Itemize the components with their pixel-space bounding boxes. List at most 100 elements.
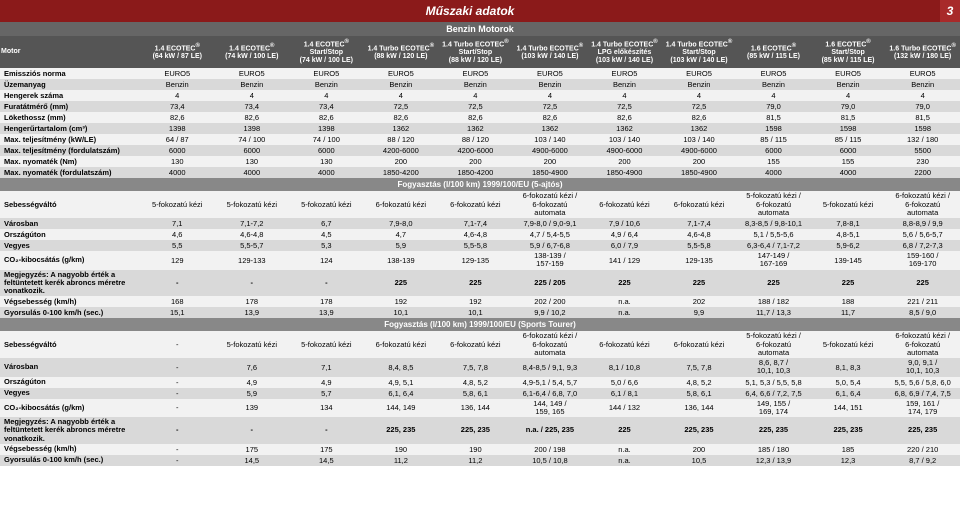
cell: 6,3-6,4 / 7,1-7,2 bbox=[736, 240, 811, 251]
column-header-row: Motor1.4 ECOTEC®(64 kW / 87 LE)1.4 ECOTE… bbox=[0, 36, 960, 68]
cell: - bbox=[140, 270, 215, 297]
cell: 221 / 211 bbox=[885, 296, 960, 307]
cell: 5-fokozatú kézi bbox=[215, 191, 290, 218]
cell: 138-139 /157-159 bbox=[513, 251, 588, 270]
cell: 8,5 / 9,0 bbox=[885, 307, 960, 318]
table-row: Vegyes-5,95,76,1, 6,45,8, 6,16,1-6,4 / 6… bbox=[0, 388, 960, 399]
cell: 6-fokozatú kézi bbox=[587, 331, 662, 358]
table-row: Megjegyzés: A nagyobb érték a feltüntete… bbox=[0, 270, 960, 297]
cell: 190 bbox=[364, 444, 439, 455]
cell: 225 bbox=[736, 270, 811, 297]
cell: 1362 bbox=[587, 123, 662, 134]
cell: 175 bbox=[289, 444, 364, 455]
cell: 4 bbox=[364, 90, 439, 101]
cell: 185 bbox=[811, 444, 886, 455]
cell: 192 bbox=[438, 296, 513, 307]
row-head: Országúton bbox=[0, 377, 140, 388]
col-head-9: 1.6 ECOTEC®Start/Stop(85 kW / 115 LE) bbox=[811, 36, 886, 68]
motor-label-head: Motor bbox=[0, 36, 140, 68]
cell: 4,6-4,8 bbox=[662, 229, 737, 240]
cell: 6-fokozatú kézi bbox=[438, 191, 513, 218]
col-head-6: 1.4 Turbo ECOTEC®LPG előkészítés(103 kW … bbox=[587, 36, 662, 68]
cell: 4,6-4,8 bbox=[438, 229, 513, 240]
cell: 202 / 200 bbox=[513, 296, 588, 307]
cell: 1398 bbox=[215, 123, 290, 134]
cell: 9,0, 9,1 /10,1, 10,3 bbox=[885, 358, 960, 377]
cell: EURO5 bbox=[438, 68, 513, 79]
cell: n.a. / 225, 235 bbox=[513, 417, 588, 444]
cell: 81,5 bbox=[885, 112, 960, 123]
cell: 6,8, 6,9 / 7,4, 7,5 bbox=[885, 388, 960, 399]
cell: 79,0 bbox=[885, 101, 960, 112]
row-head: Gyorsulás 0-100 km/h (sec.) bbox=[0, 455, 140, 466]
cell: 1598 bbox=[736, 123, 811, 134]
cell: 4000 bbox=[215, 167, 290, 178]
cell: 6,0 / 7,9 bbox=[587, 240, 662, 251]
cell: 74 / 100 bbox=[215, 134, 290, 145]
cell: 72,5 bbox=[438, 101, 513, 112]
cell: 4,6-4,8 bbox=[215, 229, 290, 240]
cell: 139 bbox=[215, 399, 290, 418]
cell: 6-fokozatú kézi bbox=[364, 331, 439, 358]
cell: 225, 235 bbox=[364, 417, 439, 444]
cell: - bbox=[140, 331, 215, 358]
cell: 1362 bbox=[364, 123, 439, 134]
cell: 136, 144 bbox=[662, 399, 737, 418]
cell: 230 bbox=[885, 156, 960, 167]
row-head: Végsebesség (km/h) bbox=[0, 444, 140, 455]
cell: - bbox=[140, 455, 215, 466]
cell: 175 bbox=[215, 444, 290, 455]
cell: 10,1 bbox=[438, 307, 513, 318]
cell: 225 bbox=[811, 270, 886, 297]
table-row: Max. nyomaték (Nm)1301301302002002002002… bbox=[0, 156, 960, 167]
cell: 4,9 bbox=[289, 377, 364, 388]
row-head: Megjegyzés: A nagyobb érték a feltüntete… bbox=[0, 270, 140, 297]
cell: - bbox=[140, 417, 215, 444]
cell: 13,9 bbox=[215, 307, 290, 318]
cell: 4,9-5,1 / 5,4, 5,7 bbox=[513, 377, 588, 388]
table-row: Hengerűrtartalom (cm³)139813981398136213… bbox=[0, 123, 960, 134]
cell: 225, 235 bbox=[438, 417, 513, 444]
cell: 103 / 140 bbox=[513, 134, 588, 145]
cell: 9,9 / 10,2 bbox=[513, 307, 588, 318]
row-head: Max. teljesítmény (fordulatszám) bbox=[0, 145, 140, 156]
cell: 6-fokozatú kézi /6-fokozatúautomata bbox=[513, 331, 588, 358]
cell: 1850-4200 bbox=[364, 167, 439, 178]
cell: 6-fokozatú kézi bbox=[438, 331, 513, 358]
cell: 4,8, 5,2 bbox=[438, 377, 513, 388]
cell: 4000 bbox=[736, 167, 811, 178]
cell: 4,8-5,1 bbox=[811, 229, 886, 240]
cell: Benzin bbox=[662, 79, 737, 90]
cell: 7,1-7,2 bbox=[215, 218, 290, 229]
cell: 82,6 bbox=[215, 112, 290, 123]
col-head-8: 1.6 ECOTEC®(85 kW / 115 LE) bbox=[736, 36, 811, 68]
cell: 74 / 100 bbox=[289, 134, 364, 145]
cell: 5500 bbox=[885, 145, 960, 156]
cell: 4,8, 5,2 bbox=[662, 377, 737, 388]
section-header: Fogyasztás (l/100 km) 1999/100/EU (5-ajt… bbox=[0, 178, 960, 191]
cell: n.a. bbox=[587, 455, 662, 466]
cell: 85 / 115 bbox=[811, 134, 886, 145]
cell: 6-fokozatú kézi /6-fokozatúautomata bbox=[885, 331, 960, 358]
cell: 11,7 / 13,3 bbox=[736, 307, 811, 318]
cell: 225, 235 bbox=[736, 417, 811, 444]
cell: 6-fokozatú kézi bbox=[587, 191, 662, 218]
cell: 6000 bbox=[736, 145, 811, 156]
cell: 8,7 / 9,2 bbox=[885, 455, 960, 466]
cell: 4,9, 5,1 bbox=[364, 377, 439, 388]
cell: 225 bbox=[587, 417, 662, 444]
col-head-1: 1.4 ECOTEC®(74 kW / 100 LE) bbox=[215, 36, 290, 68]
cell: 1362 bbox=[438, 123, 513, 134]
row-head: Furatátmérő (mm) bbox=[0, 101, 140, 112]
cell: 79,0 bbox=[736, 101, 811, 112]
cell: 6-fokozatú kézi bbox=[662, 331, 737, 358]
cell: 159, 161 /174, 179 bbox=[885, 399, 960, 418]
cell: 5,1 / 5,5-5,6 bbox=[736, 229, 811, 240]
table-row: Furatátmérő (mm)73,473,473,472,572,572,5… bbox=[0, 101, 960, 112]
cell: 200 / 198 bbox=[513, 444, 588, 455]
cell: 178 bbox=[215, 296, 290, 307]
cell: EURO5 bbox=[811, 68, 886, 79]
cell: 200 bbox=[513, 156, 588, 167]
cell: 1398 bbox=[289, 123, 364, 134]
cell: 6-fokozatú kézi bbox=[364, 191, 439, 218]
